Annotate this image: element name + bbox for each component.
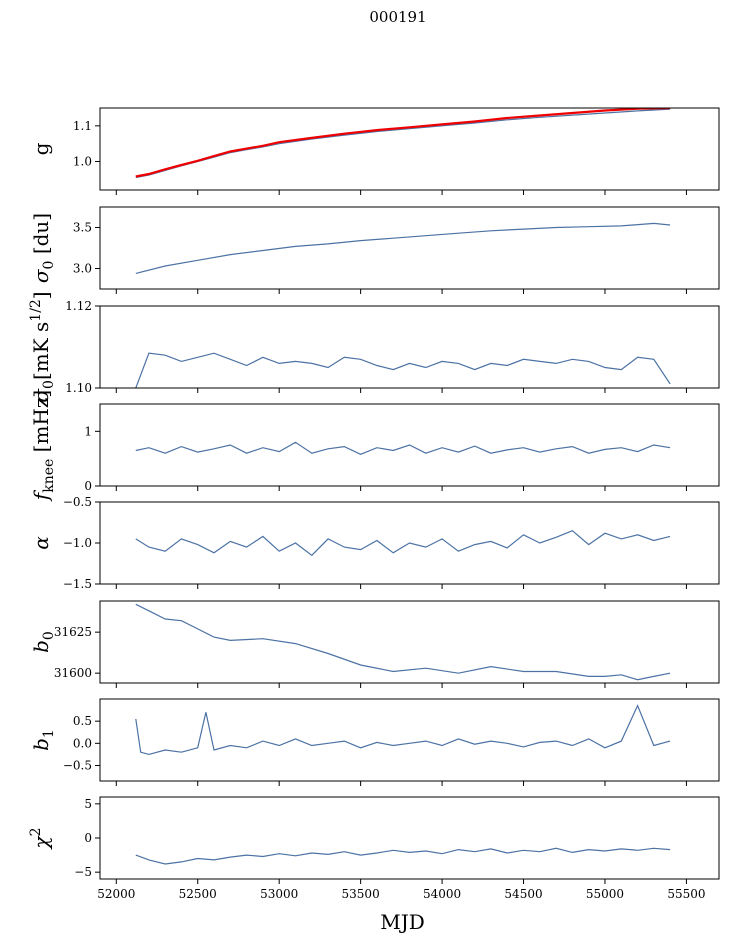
y-tick-label: 0 xyxy=(84,831,92,845)
axes-frame xyxy=(99,403,720,487)
y-axis-label: χ2 xyxy=(28,827,53,850)
axes-frame xyxy=(99,206,720,290)
x-tick-label: 53500 xyxy=(342,887,380,901)
panel-8: −5 0 5 52000 52500 53000 53500 54000 54500 55000 5… xyxy=(28,796,720,934)
y-tick-label: 31600 xyxy=(54,666,92,680)
y-tick-label: 1.10 xyxy=(65,381,92,395)
y-tick-label: 0.0 xyxy=(73,736,92,750)
x-tick-label: 55500 xyxy=(667,887,705,901)
panel-7: −0.5 0.0 0.5 b1 xyxy=(29,698,720,786)
x-tick-label: 54500 xyxy=(504,887,542,901)
panel-5: −1.5 −1.0 −0.5 α xyxy=(29,495,720,591)
panel-2: 3.0 3.5 σ0 [du] xyxy=(29,206,720,294)
x-tick-label: 55000 xyxy=(586,887,624,901)
panel-1: 1.0 1.1 g xyxy=(29,107,720,195)
y-tick-label: 3.5 xyxy=(73,221,92,235)
figure-title: 000191 xyxy=(369,8,426,26)
y-tick-label: −1.0 xyxy=(63,536,92,550)
y-tick-label: 3.0 xyxy=(73,262,92,276)
x-tick-label: 52000 xyxy=(97,887,135,901)
y-axis-label: α xyxy=(29,536,53,550)
y-tick-label: −0.5 xyxy=(63,758,92,772)
y-tick-label: 0.5 xyxy=(73,714,92,728)
x-tick-label: 53000 xyxy=(260,887,298,901)
axes-frame xyxy=(99,107,720,191)
y-axis-label: σ0 [du] xyxy=(29,213,57,283)
series-line-2 xyxy=(135,108,671,178)
y-tick-label: −1.5 xyxy=(63,577,92,591)
axes-frame xyxy=(99,305,720,389)
axes-frame xyxy=(99,796,720,880)
y-axis-label: σ0[mK s1/2] xyxy=(28,291,57,402)
panel-3: 1.10 1.12 σ0[mK s1/2] xyxy=(28,291,720,403)
series-line-1 xyxy=(135,704,671,756)
y-tick-label: 5 xyxy=(84,797,92,811)
y-tick-label: −5 xyxy=(74,865,92,879)
y-tick-label: 1 xyxy=(84,424,92,438)
axes-frame xyxy=(99,600,720,684)
series-line-1 xyxy=(135,222,671,274)
y-tick-label: 31625 xyxy=(54,625,92,639)
x-tick-label: 52500 xyxy=(179,887,217,901)
y-axis-label: g xyxy=(29,142,53,155)
series-line-1 xyxy=(135,352,671,388)
y-tick-label: 0 xyxy=(84,479,92,493)
y-tick-label: 1.12 xyxy=(65,299,92,313)
x-axis-label: MJD xyxy=(380,910,425,934)
series-line-1 xyxy=(135,847,671,865)
panel-4: 0 1 fknee [mHz] xyxy=(29,390,720,502)
series-line-1 xyxy=(135,108,671,179)
series-line-1 xyxy=(135,603,671,681)
y-tick-label: 1.1 xyxy=(73,119,92,133)
series-line-1 xyxy=(135,441,671,455)
series-line-1 xyxy=(135,530,671,557)
y-tick-label: −0.5 xyxy=(63,495,92,509)
y-axis-label: b1 xyxy=(29,729,57,751)
y-axis-label: fknee [mHz] xyxy=(29,390,57,502)
y-tick-label: 1.0 xyxy=(73,154,92,168)
axes-frame xyxy=(99,698,720,782)
y-axis-label: b0 xyxy=(29,631,57,653)
x-tick-label: 54000 xyxy=(423,887,461,901)
